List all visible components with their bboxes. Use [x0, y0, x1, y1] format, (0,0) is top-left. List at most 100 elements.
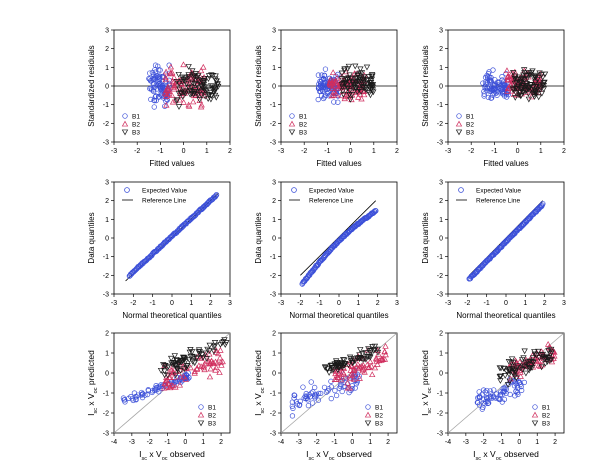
qq-point — [539, 200, 546, 207]
data-point-b2 — [372, 355, 380, 361]
data-point-b3 — [341, 360, 349, 367]
data-point-b3 — [328, 362, 335, 369]
data-point-b1 — [481, 88, 487, 95]
data-point-b2 — [170, 82, 178, 88]
data-point-b2 — [378, 357, 385, 363]
data-point-b2 — [200, 364, 208, 371]
data-point-b3 — [524, 76, 531, 82]
data-point-b1 — [476, 393, 483, 400]
x-tick-label: 1 — [205, 148, 209, 155]
y-tick-label: -2 — [270, 121, 276, 128]
data-point-b3 — [514, 363, 522, 370]
data-point-b3 — [337, 362, 345, 369]
data-point-b3 — [531, 73, 538, 80]
data-point-b3 — [359, 80, 366, 86]
data-point-b3 — [180, 366, 188, 373]
data-point-b2 — [344, 384, 352, 391]
data-point-b1 — [332, 387, 338, 394]
qq-point — [372, 208, 379, 214]
data-point-b1 — [139, 394, 146, 401]
data-point-b3 — [506, 366, 513, 373]
data-point-b3 — [545, 348, 552, 355]
data-point-b1 — [505, 92, 511, 98]
data-point-b3 — [517, 92, 525, 99]
data-point-b1 — [289, 413, 296, 419]
data-point-b3 — [164, 372, 171, 379]
legend-label-b1: B1 — [208, 405, 216, 412]
data-point-b3 — [324, 366, 331, 373]
data-point-b3 — [535, 94, 542, 101]
data-point-b1 — [155, 94, 162, 100]
data-point-b2 — [162, 74, 169, 81]
y-tick-label: 3 — [105, 180, 109, 187]
data-point-b2 — [216, 354, 224, 361]
data-point-b3 — [192, 71, 199, 77]
data-point-b1 — [315, 85, 322, 92]
data-point-b1 — [122, 397, 128, 403]
y-axis-label: Isc x Voc predicted — [420, 350, 433, 416]
data-point-b3 — [209, 83, 216, 90]
x-tick-label: 0 — [349, 148, 353, 155]
data-point-b3 — [524, 361, 532, 368]
data-point-b3 — [532, 74, 539, 81]
y-tick-label: -1 — [270, 254, 276, 261]
legend-marker-b3 — [197, 420, 205, 427]
data-point-b3 — [361, 356, 368, 362]
data-point-b1 — [488, 78, 494, 84]
data-point-b3 — [541, 356, 548, 363]
data-point-b3 — [341, 67, 348, 74]
data-point-b1 — [490, 92, 496, 98]
x-axis-label: Isc x Voc observed — [306, 449, 372, 462]
y-tick-label: 3 — [272, 28, 276, 35]
data-point-b3 — [160, 362, 167, 368]
data-point-b2 — [182, 375, 189, 382]
y-axis-label: Data quantiles — [87, 212, 96, 263]
data-point-b3 — [172, 372, 179, 379]
data-point-b3 — [522, 360, 530, 367]
data-point-b3 — [540, 80, 547, 87]
legend-marker-expected — [124, 187, 130, 193]
data-point-b3 — [526, 71, 534, 78]
x-tick-label: -1 — [331, 439, 337, 446]
data-point-b3 — [533, 90, 541, 97]
data-point-b3 — [504, 382, 512, 388]
data-point-b3 — [341, 362, 348, 369]
data-point-b2 — [342, 373, 349, 380]
data-point-b2 — [170, 85, 178, 92]
data-point-b2 — [197, 103, 205, 110]
data-point-b3 — [540, 86, 547, 93]
data-point-b3 — [183, 81, 190, 88]
data-point-b3 — [196, 97, 203, 103]
data-point-b1 — [305, 397, 311, 403]
data-point-b2 — [331, 78, 338, 85]
x-axis-label: Normal theoretical quantiles — [122, 311, 221, 320]
data-point-b3 — [364, 81, 371, 88]
data-point-b1 — [151, 97, 158, 104]
y-tick-label: 1 — [105, 351, 109, 358]
data-point-b3 — [497, 373, 505, 380]
data-point-b3 — [198, 92, 205, 99]
data-point-b3 — [201, 78, 208, 85]
data-point-b1 — [153, 82, 159, 88]
data-point-b1 — [516, 379, 522, 386]
x-tick-label: -1 — [157, 148, 163, 155]
data-point-b2 — [332, 90, 340, 97]
data-point-b2 — [200, 63, 207, 70]
y-axis-label: Standardized residuals — [87, 45, 96, 126]
data-point-b2 — [535, 357, 542, 364]
x-tick-label: 1 — [201, 439, 205, 446]
data-point-b3 — [526, 358, 534, 365]
data-point-b3 — [328, 367, 336, 374]
data-point-b3 — [164, 365, 171, 372]
y-tick-label: -3 — [103, 431, 109, 438]
data-point-b3 — [207, 89, 215, 96]
y-tick-label: 3 — [272, 180, 276, 187]
y-tick-label: -1 — [103, 254, 109, 261]
data-point-b3 — [355, 85, 362, 92]
x-tick-label: -2 — [464, 300, 470, 307]
data-point-b3 — [210, 89, 218, 96]
data-point-b3 — [518, 84, 525, 91]
data-point-b2 — [353, 363, 361, 370]
data-point-b2 — [189, 98, 197, 105]
